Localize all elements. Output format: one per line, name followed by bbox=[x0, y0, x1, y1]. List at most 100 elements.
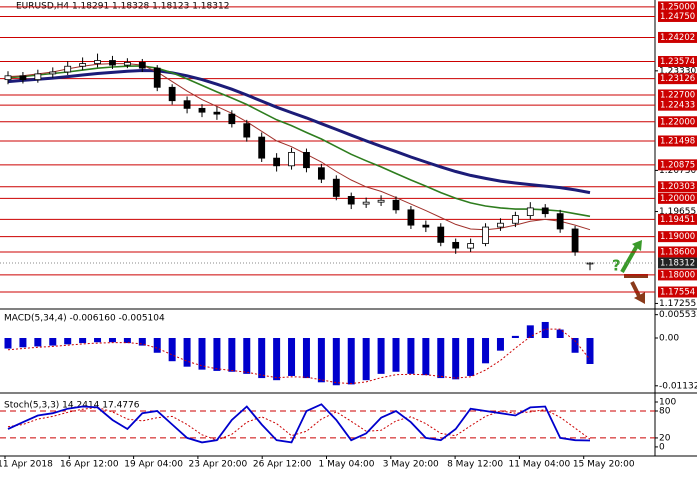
x-tick-label: 26 Apr 12:00 bbox=[253, 460, 312, 470]
level-label: 1.23126 bbox=[660, 74, 695, 84]
level-label: 1.20303 bbox=[660, 182, 695, 192]
level-label-box bbox=[658, 246, 697, 258]
level-label-box bbox=[658, 286, 697, 298]
candle-body bbox=[138, 62, 146, 69]
histogram-bar bbox=[377, 338, 385, 374]
candle-body bbox=[64, 65, 72, 73]
moving-average bbox=[7, 68, 591, 195]
level-label-box bbox=[658, 192, 697, 204]
x-tick-label: 1 May 04:00 bbox=[319, 460, 375, 470]
histogram-bar bbox=[138, 338, 146, 346]
histogram-bar bbox=[362, 338, 370, 381]
level-label-box bbox=[658, 73, 697, 85]
histogram-bar bbox=[243, 338, 251, 374]
candle-body bbox=[198, 107, 206, 113]
candle-body bbox=[526, 207, 534, 216]
level-label: 1.20000 bbox=[660, 194, 695, 204]
y-tick-label: 100 bbox=[659, 398, 676, 408]
candle-body bbox=[168, 86, 176, 102]
histogram-bar bbox=[556, 329, 564, 338]
histogram-bar bbox=[198, 338, 206, 370]
candle-body bbox=[273, 157, 281, 167]
y-tick-label: 0 bbox=[659, 442, 665, 452]
histogram-bar bbox=[108, 338, 116, 343]
level-label: 1.22700 bbox=[660, 90, 695, 100]
histogram-bar bbox=[273, 338, 281, 381]
svg-text:?: ? bbox=[612, 257, 621, 275]
histogram-bar bbox=[153, 338, 161, 353]
candle-body bbox=[288, 151, 295, 167]
histogram-bar bbox=[34, 338, 42, 347]
y-tick-label: 20 bbox=[659, 433, 671, 443]
histogram-bar bbox=[347, 338, 355, 385]
candle-body bbox=[243, 123, 251, 138]
level-label-box bbox=[658, 10, 697, 22]
y-tick-label: 0.005532 bbox=[659, 310, 697, 320]
level-label-box bbox=[658, 99, 697, 111]
level-label-box bbox=[658, 55, 697, 67]
level-label: 1.22433 bbox=[660, 101, 695, 111]
histogram-bar bbox=[317, 338, 325, 383]
y-tick-label: 80 bbox=[659, 406, 671, 416]
level-label-box bbox=[658, 1, 697, 13]
candle-body bbox=[452, 241, 460, 249]
level-label-box bbox=[658, 159, 697, 171]
y-tick-label: 0.00 bbox=[659, 334, 679, 344]
candle-body bbox=[303, 151, 310, 169]
x-tick-label: 11 Apr 2018 bbox=[0, 460, 53, 470]
candle-body bbox=[347, 196, 355, 205]
histogram-bar bbox=[571, 338, 579, 353]
signal-line bbox=[7, 328, 591, 385]
histogram-bar bbox=[4, 338, 12, 349]
y-tick-label: 1.23330 bbox=[659, 66, 696, 76]
histogram-bar bbox=[213, 338, 221, 371]
level-label: 1.19000 bbox=[660, 232, 695, 242]
x-tick-label: 19 Apr 04:00 bbox=[124, 460, 183, 470]
candle-body bbox=[392, 199, 400, 211]
histogram-bar bbox=[511, 335, 519, 338]
histogram-bar bbox=[392, 338, 400, 372]
x-tick-label: 16 Apr 12:00 bbox=[60, 460, 119, 470]
histogram-bar bbox=[168, 338, 176, 362]
candle-body bbox=[183, 100, 191, 109]
candle-body bbox=[571, 228, 579, 253]
y-tick-label: 1.17255 bbox=[659, 299, 696, 309]
indicator-title: Stoch(5,3,3) 14.2414 17.4776 bbox=[4, 401, 140, 411]
main-line bbox=[7, 403, 591, 444]
histogram-bar bbox=[541, 321, 549, 338]
level-label-box bbox=[658, 31, 697, 43]
candle-body bbox=[362, 201, 370, 205]
histogram-bar bbox=[586, 338, 594, 364]
y-tick-label: 1.20730 bbox=[659, 166, 696, 176]
histogram-bar bbox=[452, 338, 460, 380]
candle-body bbox=[586, 262, 594, 265]
candle-body bbox=[34, 73, 42, 81]
x-tick-label: 11 May 04:00 bbox=[509, 460, 571, 470]
histogram-bar bbox=[228, 338, 236, 372]
candle-body bbox=[19, 75, 27, 81]
current-price-label: 1.18312 bbox=[660, 258, 695, 268]
level-label-box bbox=[658, 213, 697, 225]
level-label: 1.20875 bbox=[660, 160, 695, 170]
histogram-bar bbox=[422, 338, 430, 376]
level-label-box bbox=[658, 181, 697, 193]
histogram-bar bbox=[49, 338, 57, 346]
histogram-bar bbox=[467, 338, 475, 376]
candle-body bbox=[556, 213, 564, 230]
level-label-box bbox=[658, 269, 697, 281]
level-label: 1.22000 bbox=[660, 117, 695, 127]
histogram-bar bbox=[332, 338, 340, 386]
histogram-bar bbox=[64, 338, 72, 345]
histogram-bar bbox=[496, 338, 504, 351]
indicator-title: MACD(5,34,4) -0.006160 -0.005104 bbox=[4, 314, 165, 324]
histogram-bar bbox=[302, 338, 310, 379]
level-label: 1.21498 bbox=[660, 136, 695, 146]
candle-body bbox=[377, 199, 385, 203]
histogram-bar bbox=[407, 338, 415, 374]
candle-body bbox=[511, 215, 519, 224]
candle-body bbox=[79, 63, 87, 67]
candle-body bbox=[213, 111, 221, 115]
histogram-bar bbox=[123, 338, 131, 344]
y-tick-label: -0.011329 bbox=[659, 381, 697, 391]
